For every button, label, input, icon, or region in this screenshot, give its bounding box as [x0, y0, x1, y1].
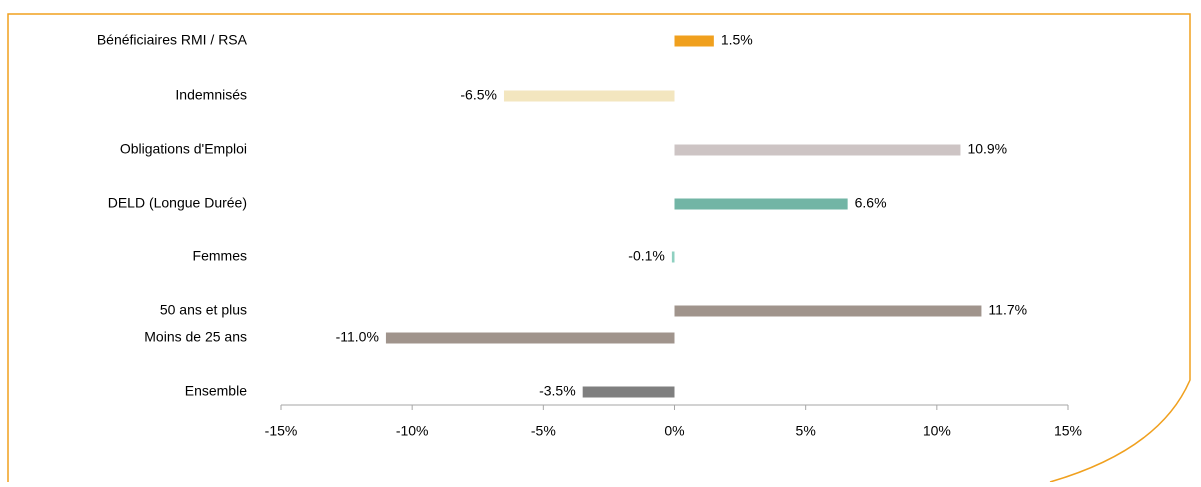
y-tick-label: Ensemble [185, 383, 247, 399]
bar [671, 251, 675, 263]
x-tick-label: 15% [1054, 423, 1082, 439]
x-tick-label: -10% [396, 423, 429, 439]
bar [674, 305, 982, 317]
x-tick-label: 10% [923, 423, 951, 439]
value-label: -3.5% [539, 383, 576, 399]
y-tick-label: Bénéficiaires RMI / RSA [97, 32, 248, 48]
y-tick-label: Femmes [193, 248, 247, 264]
value-label: 6.6% [855, 195, 887, 211]
value-label: 10.9% [967, 141, 1007, 157]
bar [582, 386, 675, 398]
value-label: 11.7% [988, 302, 1027, 318]
value-label: -6.5% [460, 87, 497, 103]
frame [7, 13, 1191, 483]
bar [503, 90, 675, 102]
value-label: 1.5% [721, 32, 753, 48]
x-tick-label: -15% [265, 423, 298, 439]
bar [674, 144, 961, 156]
y-tick-label: Moins de 25 ans [144, 329, 247, 345]
y-tick-label: DELD (Longue Durée) [108, 195, 247, 211]
x-tick-label: 0% [664, 423, 684, 439]
value-label: -11.0% [336, 329, 379, 345]
y-tick-label: Obligations d'Emploi [120, 141, 247, 157]
y-tick-label: Indemnisés [175, 87, 247, 103]
x-tick-label: 5% [796, 423, 816, 439]
x-tick-label: -5% [531, 423, 556, 439]
bar [674, 198, 848, 210]
value-label: -0.1% [628, 248, 665, 264]
y-tick-label: 50 ans et plus [160, 302, 247, 318]
bar [674, 35, 714, 47]
bar [385, 332, 675, 344]
